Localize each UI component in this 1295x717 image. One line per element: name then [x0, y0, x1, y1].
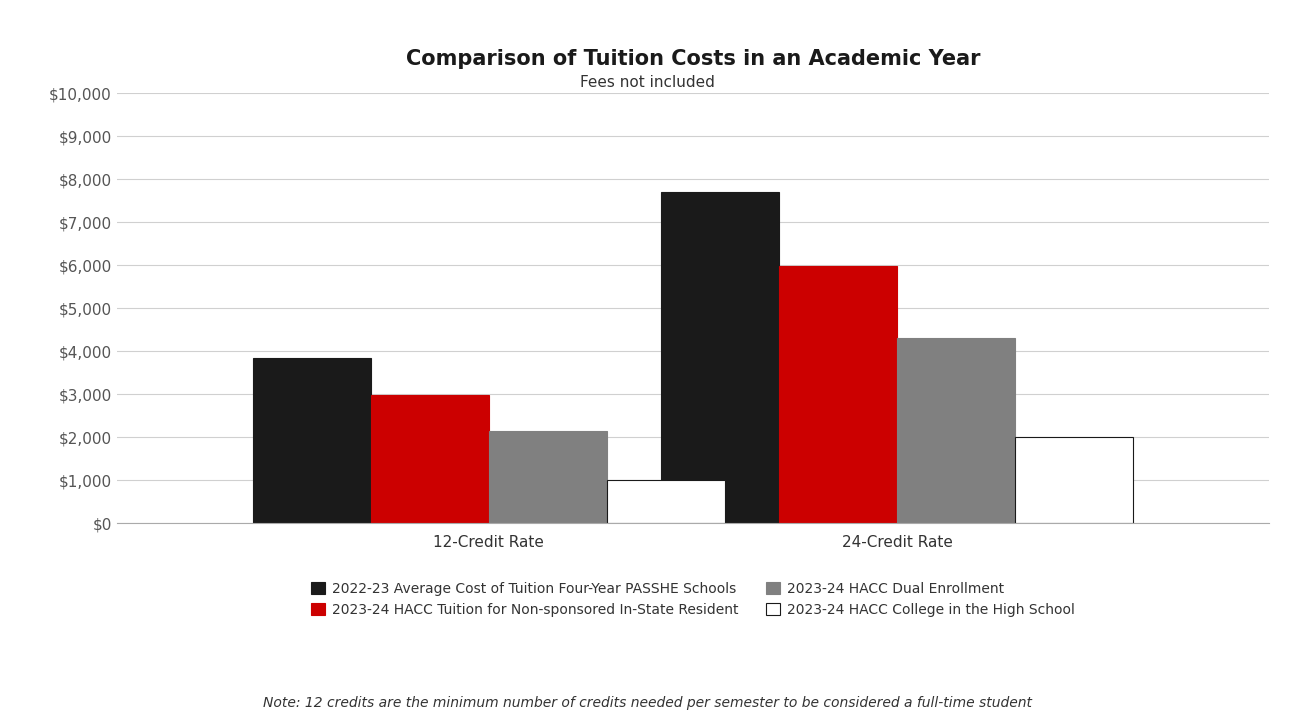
- Bar: [1015, 437, 1133, 523]
- Bar: [606, 480, 725, 523]
- Bar: [897, 338, 1015, 523]
- Text: Note: 12 credits are the minimum number of credits needed per semester to be con: Note: 12 credits are the minimum number …: [263, 695, 1032, 710]
- Legend: 2022-23 Average Cost of Tuition Four-Year PASSHE Schools, 2023-24 HACC Tuition f: 2022-23 Average Cost of Tuition Four-Yea…: [311, 582, 1075, 617]
- Bar: [780, 266, 897, 523]
- Bar: [488, 431, 606, 523]
- Text: Fees not included: Fees not included: [580, 75, 715, 90]
- Bar: [370, 395, 488, 523]
- Title: Comparison of Tuition Costs in an Academic Year: Comparison of Tuition Costs in an Academ…: [405, 49, 980, 70]
- Bar: [660, 192, 780, 523]
- Bar: [253, 358, 370, 523]
